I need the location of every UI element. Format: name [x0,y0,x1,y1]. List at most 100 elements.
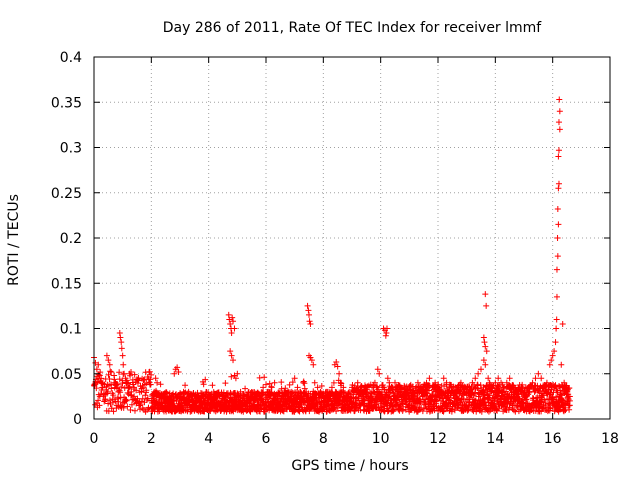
data-point [118,339,125,346]
data-point [400,393,407,400]
data-point [437,388,444,395]
data-point [559,320,566,327]
data-point [556,96,563,103]
data-point [230,318,237,325]
data-point [148,397,155,404]
data-point [478,366,484,373]
data-point [123,379,130,386]
data-point [328,384,335,391]
data-point [112,379,119,386]
data-point [543,379,550,386]
data-point [554,253,561,260]
y-tick-label: 0.4 [60,50,82,66]
data-point [466,384,473,391]
data-point [197,399,204,406]
data-point [538,375,545,382]
data-point [555,153,562,160]
data-point [420,388,427,395]
data-point [566,397,573,404]
data-point [554,206,561,213]
data-point [152,375,159,382]
data-point [486,379,493,386]
data-point [174,364,181,371]
y-tick-label: 0 [73,412,82,428]
data-point [554,235,561,241]
data-point [565,393,572,400]
data-point [440,375,447,382]
data-point [245,405,252,412]
data-point [475,370,482,377]
chart-title: Day 286 of 2011, Rate Of TEC Index for r… [163,20,543,36]
data-point [228,330,235,337]
plot-frame [93,56,611,420]
data-point [136,402,143,409]
data-point [102,396,109,403]
data-point [482,361,489,368]
data-point [103,352,110,359]
data-point [463,388,470,395]
data-point [360,393,367,400]
data-point [227,348,234,355]
data-point [556,126,563,133]
data-point [162,406,169,413]
data-point [354,379,361,386]
data-point [274,393,281,400]
data-point [556,108,563,115]
data-point [310,361,317,368]
data-point [523,388,530,395]
data-point [242,399,249,406]
data-point [308,357,315,364]
data-point [337,379,344,386]
data-point [105,357,112,364]
data-point [455,388,462,395]
data-point [285,393,292,400]
data-point [208,402,215,409]
y-tick-label: 0.1 [60,322,82,338]
data-point [553,266,560,273]
data-point [175,368,182,375]
y-tick-label: 0.25 [51,186,82,202]
data-points [91,96,573,415]
data-point [257,393,264,400]
data-point [98,379,105,386]
data-point [562,384,569,391]
data-point [106,361,113,368]
data-point [546,361,553,368]
data-point [549,352,556,359]
data-point [443,379,450,386]
data-point [492,379,499,386]
data-point [182,397,189,404]
x-tick-label: 2 [147,431,156,447]
data-point [386,379,393,386]
data-point [240,402,247,409]
data-point [115,388,122,395]
y-tick-label: 0.35 [51,95,82,111]
data-point [306,311,312,318]
data-point [460,384,467,391]
grid [94,57,610,419]
data-point [214,399,221,406]
data-point [389,384,396,391]
data-point [99,384,106,391]
data-point [532,375,539,382]
x-axis-label: GPS time / hours [291,458,408,474]
data-point [323,393,330,400]
data-point [482,291,489,298]
data-point [369,384,376,391]
data-point [154,379,161,386]
data-point [382,332,389,339]
data-point [234,370,241,377]
data-point [117,334,124,341]
data-point [357,384,364,391]
data-point [185,388,192,395]
data-point [288,388,295,395]
data-point [251,397,258,404]
data-point [457,379,464,386]
data-point [452,384,459,391]
data-point [363,388,370,395]
data-point [260,384,267,391]
data-point [552,339,559,346]
data-point [168,405,175,412]
y-tick-label: 0.05 [51,367,82,383]
